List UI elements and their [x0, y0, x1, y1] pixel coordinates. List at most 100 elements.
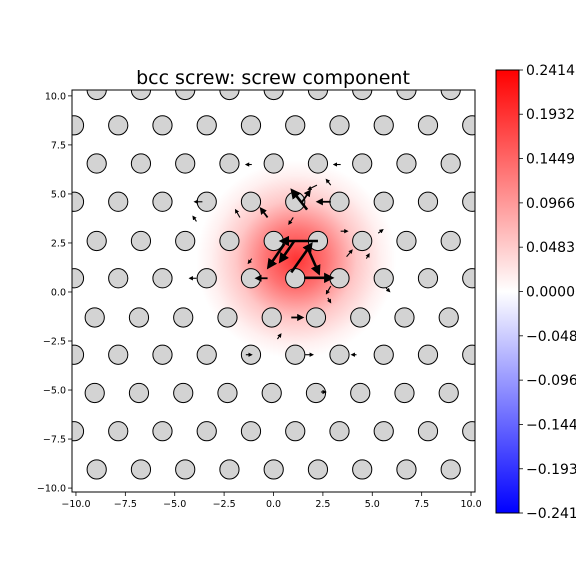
atom — [417, 421, 439, 442]
atom — [329, 115, 350, 136]
y-tick-label: 7.5 — [51, 140, 66, 151]
atom — [352, 153, 373, 174]
x-tick-label: 7.5 — [414, 499, 429, 510]
atom — [440, 230, 461, 252]
displacement-arrow — [325, 178, 332, 186]
atom — [263, 153, 284, 174]
atom — [438, 307, 459, 328]
x-tick-label: −2.5 — [213, 499, 236, 510]
y-tick-label: −5.0 — [43, 386, 66, 397]
displacement-arrow — [365, 253, 370, 259]
x-tick-label: 10.0 — [460, 499, 481, 510]
atom — [394, 307, 415, 328]
atom — [219, 153, 240, 174]
x-tick-label: 0.0 — [266, 499, 281, 510]
atom — [196, 421, 217, 442]
atom — [240, 191, 262, 212]
y-tick-label: −2.5 — [43, 337, 66, 348]
atom — [196, 344, 217, 365]
atom — [373, 421, 394, 442]
displacement-arrow — [327, 297, 332, 304]
atom — [108, 115, 129, 136]
atom — [173, 307, 194, 328]
atom — [440, 153, 461, 174]
atom — [261, 382, 282, 404]
atom — [329, 344, 350, 365]
atom — [417, 191, 439, 212]
strain-hotspot — [196, 160, 397, 359]
displacement-arrow — [301, 189, 311, 203]
displacement-arrow — [325, 285, 332, 295]
atom — [396, 230, 417, 252]
colorbar-ticks: 0.2414 0.1932 0.1449 0.0966 0.0483 0.0000 −0.0… — [519, 63, 576, 522]
atom — [196, 268, 217, 289]
colorbar-tick-label: 0.1932 — [526, 107, 575, 123]
atom — [86, 153, 107, 174]
x-tick-label: −10.0 — [61, 499, 90, 510]
x-tick-label: −5.0 — [163, 499, 186, 510]
displacement-arrow — [288, 217, 294, 225]
atom — [128, 382, 150, 404]
atom — [307, 459, 329, 480]
atom — [261, 307, 282, 328]
atom — [417, 115, 439, 136]
atom — [373, 191, 394, 212]
colorbar-tick-label: −0.0483 — [526, 329, 576, 345]
atom — [175, 153, 196, 174]
colorbar-tick-label: 0.0000 — [526, 285, 575, 301]
atom — [72, 268, 85, 289]
plot-area: −10.0 −7.5 −5.0 −2.5 0.0 2.5 5.0 7.5 10.0 −10.0 −… — [37, 89, 482, 510]
colorbar-tick-label: 0.1449 — [526, 152, 575, 168]
atom — [305, 307, 327, 328]
atom — [462, 191, 475, 212]
displacement-arrow — [234, 208, 241, 218]
atom — [240, 344, 262, 365]
atom — [108, 421, 129, 442]
colorbar-tick-label: 0.0483 — [526, 240, 575, 256]
atom — [394, 382, 415, 404]
atom — [329, 421, 350, 442]
atom — [462, 115, 475, 136]
atom — [86, 230, 107, 252]
colorbar-tick-label: −0.2414 — [526, 506, 576, 522]
atom — [72, 344, 85, 365]
y-tick-label: 2.5 — [51, 238, 66, 249]
displacement-arrow — [290, 188, 309, 211]
strain-field — [196, 160, 397, 359]
atom — [329, 191, 350, 212]
displacement-arrow — [307, 184, 318, 190]
chart-title: bcc screw: screw component — [136, 67, 410, 89]
atom — [217, 382, 238, 404]
atom — [84, 307, 105, 328]
atom — [373, 268, 394, 289]
atom — [219, 230, 240, 252]
atom — [130, 153, 152, 174]
atom — [108, 191, 129, 212]
atom — [130, 230, 152, 252]
displacement-arrow — [377, 229, 384, 234]
colorbar-tick-label: 0.0966 — [526, 196, 575, 212]
atom — [173, 382, 194, 404]
atom — [128, 307, 150, 328]
atom — [350, 382, 371, 404]
atom — [462, 344, 475, 365]
displacement-arrow — [290, 242, 313, 274]
atom — [350, 307, 371, 328]
atom — [152, 115, 173, 136]
atom — [417, 344, 439, 365]
y-tick-label: −10.0 — [37, 484, 66, 495]
colorbar-gradient — [495, 69, 520, 514]
atom — [373, 344, 394, 365]
atom — [152, 191, 173, 212]
x-tick-label: 2.5 — [315, 499, 330, 510]
atom — [285, 344, 306, 365]
atom — [396, 153, 417, 174]
y-tick-label: 5.0 — [51, 189, 66, 200]
x-tick-label: −7.5 — [114, 499, 137, 510]
atom — [285, 421, 306, 442]
atom — [240, 421, 262, 442]
atom — [72, 191, 85, 212]
atom — [285, 268, 306, 289]
atom — [196, 115, 217, 136]
